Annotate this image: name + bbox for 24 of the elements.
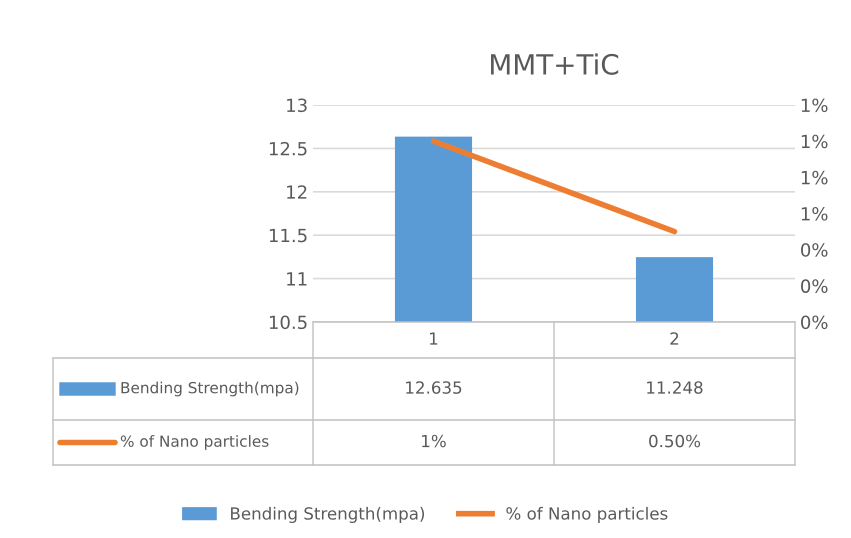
y2-tick-label: 1% <box>802 98 828 112</box>
y2-tick-label: 1% <box>802 206 828 221</box>
legend-label: Bending Strength(mpa) <box>231 506 424 523</box>
legend-label: % of Nano particles <box>120 435 268 450</box>
y-tick-label: 10.5 <box>270 315 307 330</box>
data-label: 0.50% <box>649 434 700 448</box>
data-label: 1% <box>422 434 446 448</box>
data-label: 12.635 <box>406 381 462 394</box>
y2-tick-label: 0% <box>801 315 828 330</box>
x-tick-label: 2 <box>670 332 678 345</box>
data-label: 11.248 <box>647 381 703 394</box>
y2-tick-label: 0% <box>801 243 828 257</box>
y-tick-label: 11.5 <box>270 228 307 242</box>
y2-tick-label: 1% <box>802 170 828 184</box>
y2-tick-label: 1% <box>802 134 828 148</box>
text: Bending Strength(mpa) <box>122 382 298 396</box>
chart-title: MMT+TiC <box>491 53 618 75</box>
y-tick-label: 13 <box>287 98 307 112</box>
y-tick-label: 11 <box>287 272 306 286</box>
y-tick-label: 12.5 <box>270 142 307 156</box>
y-tick-label: 12 <box>287 185 306 199</box>
x-tick-label: 1 <box>430 332 438 345</box>
y2-tick-label: 0% <box>801 279 828 293</box>
text: % of Nano particles <box>506 506 668 523</box>
